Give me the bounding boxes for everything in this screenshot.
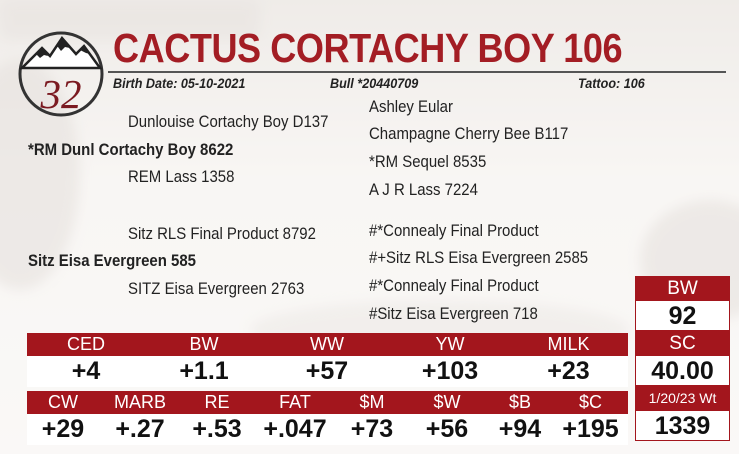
epd-label: $M: [359, 392, 385, 412]
tattoo: Tattoo: 106: [578, 75, 645, 91]
epd-value: +4: [71, 357, 101, 385]
epd-label: RE: [204, 392, 230, 412]
epd-value: +57: [305, 357, 349, 385]
epd-value: +23: [547, 357, 590, 385]
epd-label: CED: [66, 334, 105, 354]
epd-value: +94: [498, 415, 542, 443]
stat-value: 1339: [635, 411, 730, 441]
epd-label: $W: [433, 392, 461, 412]
epd-value: +56: [425, 415, 469, 443]
dam: Sitz Eisa Evergreen 585: [28, 251, 196, 270]
title-divider: [108, 71, 726, 73]
dam-sire: Sitz RLS Final Product 8792: [128, 224, 316, 243]
sire: *RM Dunl Cortachy Boy 8622: [28, 140, 234, 159]
sire-dam-dam: A J R Lass 7224: [369, 180, 478, 199]
bull-name: CACTUS CORTACHY BOY 106: [113, 25, 623, 71]
sire-dam: REM Lass 1358: [128, 167, 235, 186]
epd-label: $C: [578, 392, 602, 412]
epd-label: MILK: [547, 334, 590, 354]
stats-column: BW 92 SC 40.00 1/20/23 Wt 1339: [635, 276, 730, 441]
epd-label: FAT: [279, 392, 311, 412]
epd-label: $B: [508, 392, 532, 412]
epd-value: +195: [562, 415, 619, 443]
stat-label: BW: [635, 276, 730, 301]
dam-dam-dam: #Sitz Eisa Evergreen 718: [369, 304, 538, 323]
ranch-logo: 32: [16, 30, 106, 118]
lot-number: 32: [40, 71, 82, 117]
epd-value: +73: [350, 415, 394, 443]
stat-value: 92: [635, 301, 730, 331]
stat-value: 40.00: [635, 356, 730, 386]
birth-date: Birth Date: 05-10-2021: [113, 75, 246, 91]
epd-value: +.047: [263, 415, 327, 443]
epd-label: YW: [435, 334, 465, 354]
epd-label: BW: [189, 334, 219, 354]
sire-sire: Dunlouise Cortachy Boy D137: [128, 112, 329, 131]
epd-value: +1.1: [179, 357, 229, 385]
epd-value: +.53: [192, 415, 242, 443]
sire-dam-sire: *RM Sequel 8535: [369, 152, 487, 171]
epd-label: CW: [48, 392, 78, 412]
epd-value: +29: [41, 415, 85, 443]
epd-value: +103: [421, 357, 479, 385]
epd-value: +.27: [115, 415, 165, 443]
dam-dam-sire: #*Connealy Final Product: [369, 276, 539, 295]
epd-label: MARB: [113, 392, 166, 412]
epd-header-row-1: CED BW WW YW MILK: [27, 333, 628, 356]
epd-value-row-1: +4 +1.1 +57 +103 +23: [27, 356, 628, 387]
sire-sire-sire: Ashley Eular: [369, 97, 453, 116]
sire-sire-dam: Champagne Cherry Bee B117: [369, 124, 569, 143]
mountain-logo-icon: [18, 31, 104, 117]
dam-dam: SITZ Eisa Evergreen 2763: [128, 279, 305, 298]
registration-number: Bull *20440709: [330, 75, 419, 91]
epd-value-row-2: +29 +.27 +.53 +.047 +73 +56 +94 +195: [27, 414, 628, 445]
stat-label: 1/20/23 Wt: [635, 386, 730, 411]
stat-label: SC: [635, 331, 730, 356]
dam-sire-dam: #+Sitz RLS Eisa Evergreen 2585: [369, 248, 589, 267]
epd-header-row-2: CW MARB RE FAT $M $W $B $C: [27, 391, 628, 414]
epd-table: CED BW WW YW MILK +4 +1.1 +57 +103 +23 C…: [27, 333, 628, 445]
epd-label: WW: [310, 334, 344, 354]
dam-sire-sire: #*Connealy Final Product: [369, 221, 539, 240]
